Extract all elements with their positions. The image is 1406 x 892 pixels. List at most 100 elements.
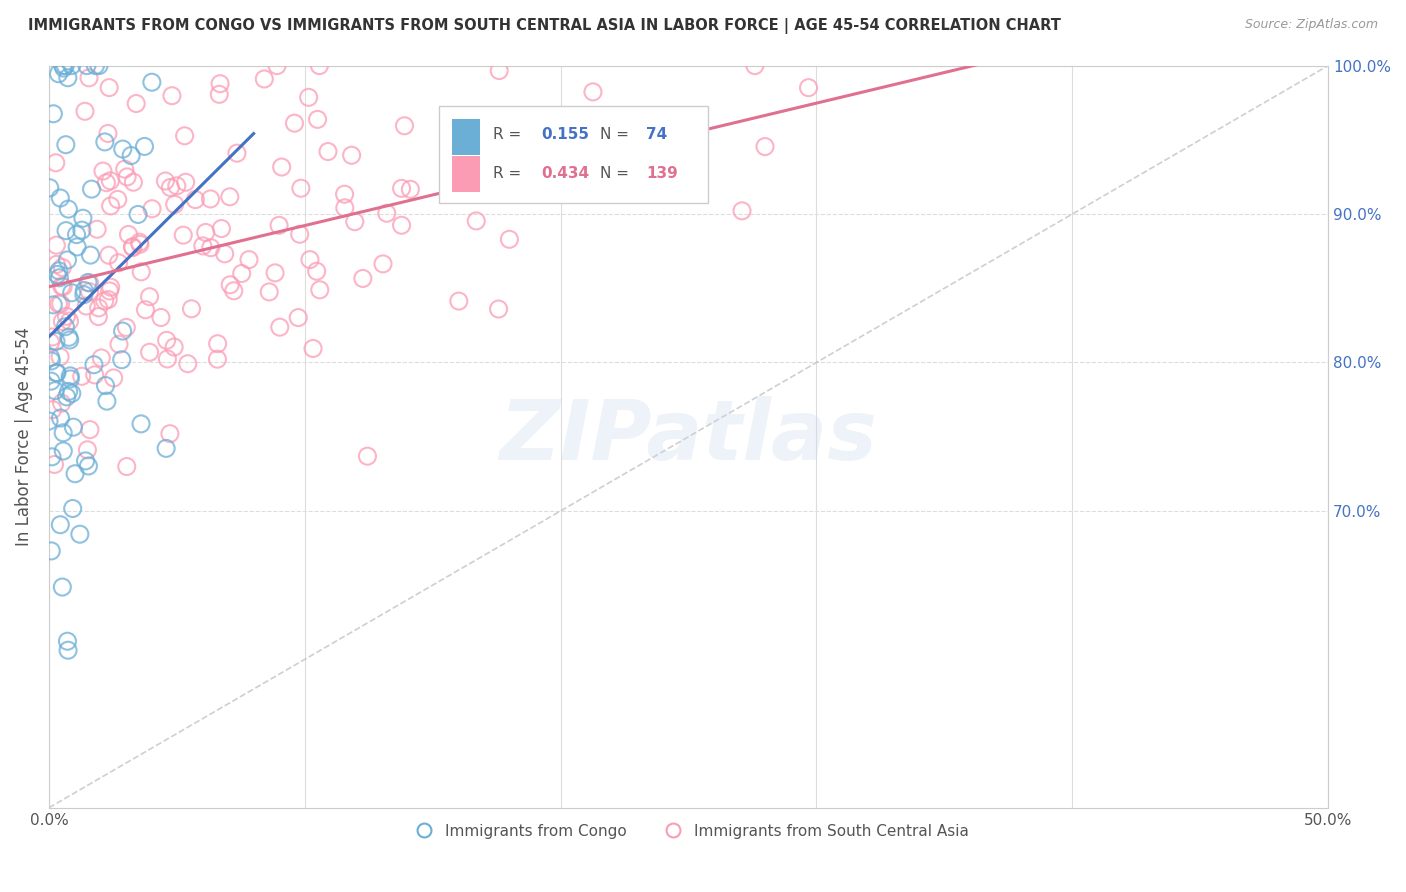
Point: [48, 264, 70, 278]
Text: IMMIGRANTS FROM CONGO VS IMMIGRANTS FROM SOUTH CENTRAL ASIA IN LABOR FORCE | AGE: IMMIGRANTS FROM CONGO VS IMMIGRANTS FROM…: [28, 18, 1062, 34]
Point: [352, 271, 374, 285]
Point: [177, 357, 200, 371]
Text: ZIPatlas: ZIPatlas: [499, 396, 877, 477]
Point: [125, 96, 148, 111]
Point: [394, 119, 416, 133]
Point: [46, 268, 69, 282]
Text: R =: R =: [494, 166, 526, 181]
Point: [70, 223, 93, 237]
Point: [267, 219, 290, 233]
Point: [508, 179, 530, 194]
Point: [45, 257, 67, 271]
Point: [129, 417, 152, 431]
Text: Source: ZipAtlas.com: Source: ZipAtlas.com: [1244, 18, 1378, 31]
Point: [77, 458, 100, 473]
Point: [333, 187, 356, 202]
Point: [98, 80, 121, 95]
Point: [75, 299, 97, 313]
Point: [41, 354, 63, 368]
Point: [159, 426, 181, 441]
Bar: [451, 156, 479, 192]
Point: [60, 386, 83, 401]
FancyBboxPatch shape: [439, 106, 707, 202]
Point: [488, 63, 510, 78]
Point: [69, 527, 91, 541]
Point: [39, 335, 62, 350]
Point: [108, 337, 131, 351]
Point: [60, 285, 83, 300]
Point: [107, 256, 129, 270]
Point: [231, 267, 253, 281]
Point: [44, 458, 66, 472]
Point: [447, 294, 470, 309]
Point: [87, 59, 110, 73]
Point: [141, 75, 163, 89]
Point: [340, 148, 363, 162]
Point: [222, 284, 245, 298]
Point: [184, 193, 207, 207]
Point: [45, 155, 67, 169]
Point: [45, 366, 67, 380]
Point: [84, 59, 107, 73]
Point: [173, 128, 195, 143]
Point: [56, 70, 79, 85]
Point: [42, 107, 65, 121]
Point: [97, 293, 120, 307]
Point: [55, 390, 77, 404]
Point: [94, 378, 117, 392]
Point: [39, 351, 62, 365]
Point: [375, 206, 398, 220]
Point: [56, 634, 79, 648]
Point: [72, 211, 94, 226]
Point: [149, 310, 172, 325]
Point: [76, 59, 98, 73]
Point: [266, 59, 288, 73]
Point: [41, 402, 63, 417]
Point: [121, 241, 143, 255]
Point: [524, 185, 547, 199]
Point: [48, 297, 70, 311]
Point: [172, 228, 194, 243]
Text: 0.434: 0.434: [541, 166, 589, 181]
Point: [128, 235, 150, 250]
Point: [111, 324, 134, 338]
Point: [97, 248, 120, 262]
Point: [48, 67, 70, 81]
Point: [49, 411, 72, 425]
Point: [138, 290, 160, 304]
Point: [86, 222, 108, 236]
Point: [166, 178, 188, 193]
Point: [46, 366, 69, 380]
Point: [42, 298, 65, 312]
Point: [58, 384, 80, 399]
Point: [468, 153, 491, 167]
Point: [163, 197, 186, 211]
Point: [207, 336, 229, 351]
Point: [200, 241, 222, 255]
Point: [96, 176, 118, 190]
Point: [120, 148, 142, 162]
Point: [494, 128, 516, 143]
Point: [298, 90, 321, 104]
Point: [129, 265, 152, 279]
Point: [391, 181, 413, 195]
Point: [290, 181, 312, 195]
Point: [49, 297, 72, 311]
Point: [79, 285, 101, 299]
Text: 74: 74: [647, 128, 668, 142]
Point: [83, 368, 105, 382]
Point: [219, 277, 242, 292]
Point: [288, 227, 311, 242]
Point: [45, 238, 67, 252]
Point: [51, 580, 73, 594]
Point: [80, 182, 103, 196]
Text: N =: N =: [600, 128, 634, 142]
Point: [316, 145, 339, 159]
Point: [52, 279, 75, 293]
Point: [371, 257, 394, 271]
Point: [65, 227, 87, 242]
Point: [75, 454, 97, 468]
Point: [70, 369, 93, 384]
Point: [302, 342, 325, 356]
Point: [77, 70, 100, 85]
